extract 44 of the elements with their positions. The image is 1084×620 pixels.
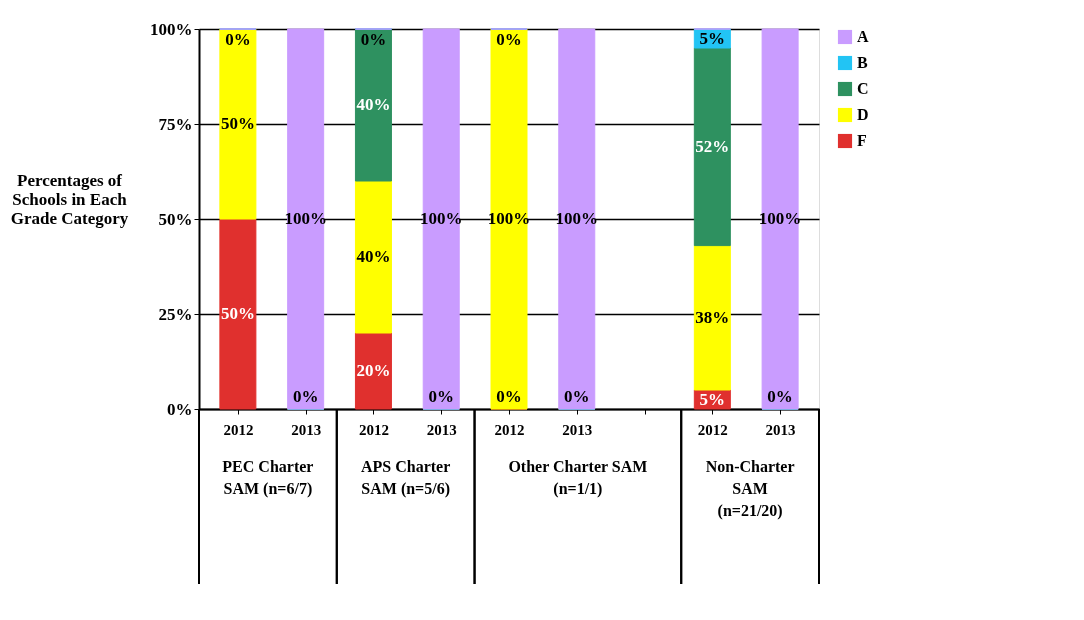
data-label: 38% (695, 307, 730, 327)
data-label: 100% (284, 209, 327, 228)
legend-label: C (857, 80, 869, 97)
data-label: 100% (555, 209, 599, 228)
legend-label: A (857, 28, 869, 45)
data-label: 0% (428, 387, 454, 406)
x-tick-label: 2012 (358, 421, 389, 438)
data-label: 0% (225, 30, 251, 49)
data-label: 20% (356, 361, 391, 380)
data-label: 100% (419, 209, 463, 228)
data-label: 40% (356, 95, 391, 114)
y-tick-label: 100% (150, 19, 193, 39)
data-label: 5% (699, 28, 726, 48)
data-label: 52% (695, 136, 730, 156)
text: Other Charter SAM (n=1/1) (508, 458, 648, 498)
data-label: 50% (220, 304, 255, 323)
x-tick-label: 2013 (426, 421, 457, 438)
text: Non-Charter SAM (n=21/20) (705, 458, 795, 520)
x-tick-label: 2012 (697, 421, 728, 438)
x-tick-label: 2012 (494, 421, 525, 438)
data-label: 5% (699, 389, 726, 409)
data-label: 40% (356, 247, 391, 266)
data-label: 0% (496, 30, 522, 49)
text: PEC Charter SAM (n=6/7) (222, 458, 314, 498)
x-tick-label: 2013 (562, 421, 593, 438)
data-label: 0% (767, 387, 793, 406)
data-label: 0% (496, 387, 522, 406)
x-tick-label: 2013 (765, 421, 796, 438)
y-axis-title: Percentages of Schools in Each Grade Category (10, 170, 129, 228)
x-tick-label: 2013 (291, 421, 322, 438)
y-tick-label: 50% (158, 209, 193, 229)
data-label: 0% (360, 30, 387, 49)
data-label: 0% (292, 387, 319, 406)
data-label: 100% (758, 209, 802, 228)
legend-label: B (857, 54, 868, 71)
y-tick-label: 0% (167, 399, 193, 419)
legend-label: F (857, 132, 867, 149)
x-tick-label: 2012 (223, 421, 254, 438)
data-label: 0% (564, 387, 590, 406)
y-tick-label: 75% (158, 114, 193, 134)
data-label: 50% (220, 114, 255, 133)
text: APS Charter SAM (n=5/6) (361, 458, 451, 498)
legend-label: D (857, 106, 869, 123)
y-tick-label: 25% (158, 304, 193, 324)
